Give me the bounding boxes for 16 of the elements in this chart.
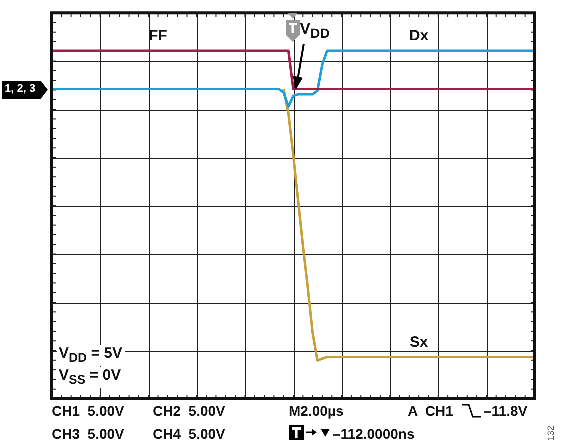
text: A CH1 bbox=[408, 403, 454, 419]
text: –112.0000ns bbox=[333, 426, 415, 442]
text: V$_{DD}$ bbox=[300, 21, 330, 42]
text: –11.8V bbox=[484, 403, 528, 419]
text: CH3 5.00V bbox=[52, 426, 124, 442]
text: 132 bbox=[546, 426, 556, 441]
series-label: FF bbox=[149, 28, 168, 45]
text: 1, 2, 3 bbox=[5, 83, 36, 95]
annotation: V$_{DD}$ = 5V bbox=[57, 345, 125, 366]
series-label: Dx bbox=[409, 28, 430, 45]
text: M2.00µs bbox=[289, 403, 344, 419]
annotation: V$_{SS}$ = 0V bbox=[57, 367, 124, 388]
text: CH2 5.00V bbox=[153, 403, 226, 419]
series-label: Sx bbox=[410, 334, 429, 351]
text: CH4 5.00V bbox=[153, 426, 226, 442]
text: CH1 5.00V bbox=[52, 403, 124, 419]
